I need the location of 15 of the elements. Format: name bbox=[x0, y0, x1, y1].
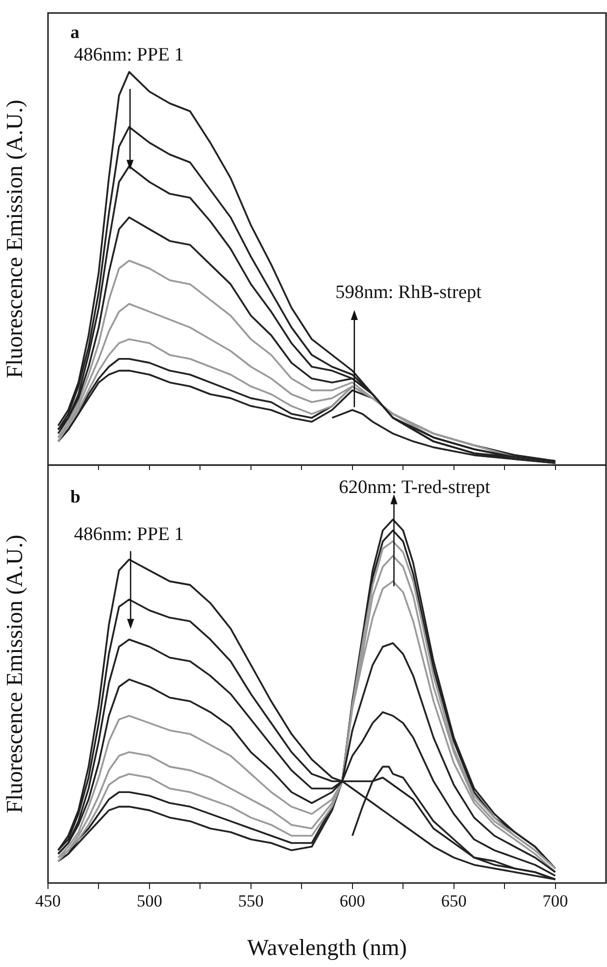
x-axis-title: Wavelength (nm) bbox=[247, 935, 407, 960]
x-tick-label: 550 bbox=[238, 892, 264, 911]
text: a bbox=[70, 22, 80, 42]
text: 620nm: T-red-strept bbox=[338, 477, 492, 498]
y-axis-title: Fluorescence Emission (A.U.) bbox=[2, 534, 27, 814]
annotation: 486nm: PPE 1 bbox=[74, 524, 184, 546]
x-tick-label: 600 bbox=[340, 892, 366, 911]
y-axis-title: Fluorescence Emission (A.U.) bbox=[2, 100, 27, 378]
text: 486nm: PPE 1 bbox=[74, 44, 184, 66]
annotation: 598nm: RhB-strept bbox=[335, 282, 482, 303]
x-tick-label: 500 bbox=[136, 892, 162, 911]
x-tick-label: 700 bbox=[542, 892, 568, 911]
text: b bbox=[70, 486, 80, 507]
x-tick-label: 650 bbox=[441, 892, 467, 911]
x-tick-label: 450 bbox=[35, 892, 61, 911]
